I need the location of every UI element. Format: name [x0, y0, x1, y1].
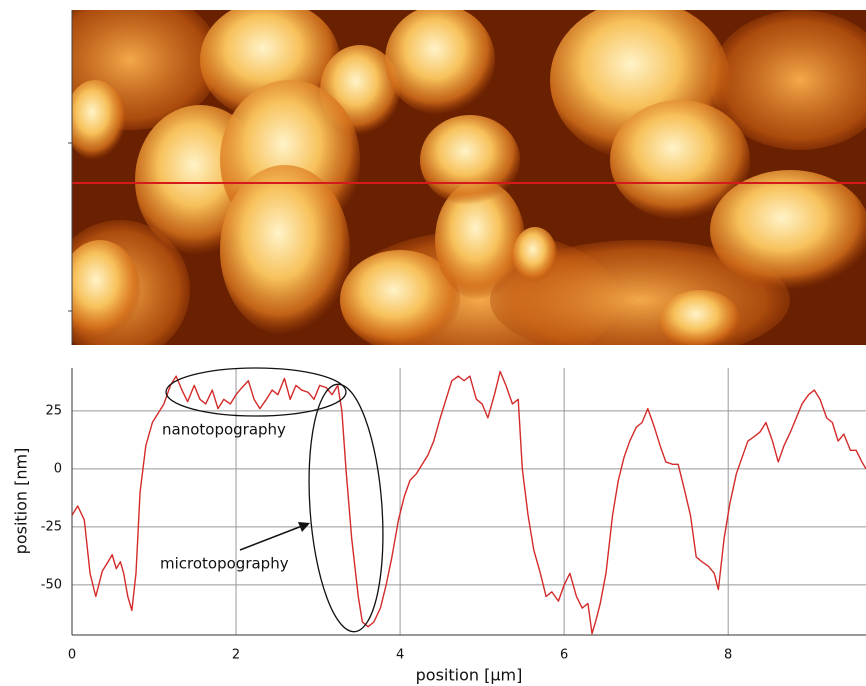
- x-tick-label: 0: [68, 648, 76, 663]
- x-tick-label: 8: [724, 648, 732, 663]
- arrow: [239, 525, 303, 551]
- profile-plot: -50 -25 0 25 0 2 4 6 8: [41, 368, 866, 663]
- profile-line: [71, 370, 866, 635]
- y-tick-label: 0: [54, 461, 62, 476]
- x-tick-label: 4: [396, 648, 404, 663]
- y-tick-label: 25: [45, 403, 62, 418]
- y-axis-label: position [nm]: [12, 448, 31, 555]
- annotation: microtopography: [160, 555, 289, 573]
- micro-ellipse: [308, 383, 384, 633]
- y-tick-label: -25: [41, 519, 62, 534]
- x-tick-label: 6: [560, 648, 568, 663]
- afm-image: [72, 10, 866, 345]
- nano-ellipse: [165, 367, 347, 417]
- annotation: nanotopography: [162, 421, 286, 439]
- y-tick-label: -50: [41, 577, 62, 592]
- arrow-head: [298, 522, 310, 532]
- x-tick-label: 2: [232, 648, 240, 663]
- x-axis-label: position [µm]: [416, 666, 523, 685]
